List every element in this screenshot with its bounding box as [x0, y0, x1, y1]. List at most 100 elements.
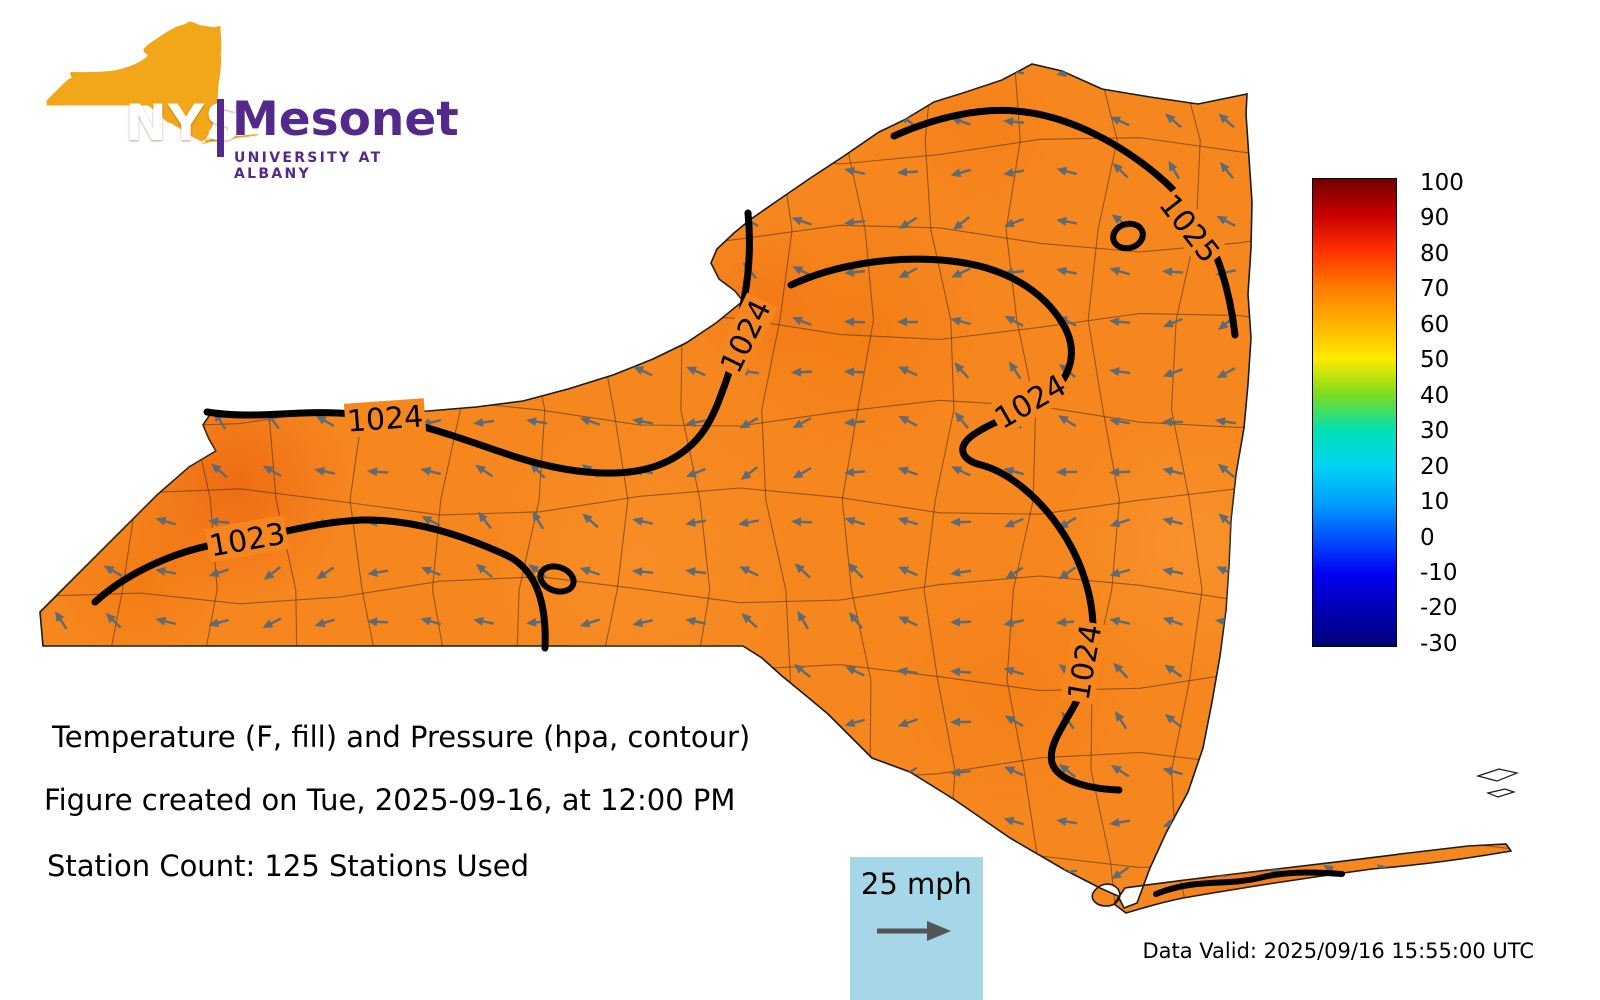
wind-arrow-icon — [208, 667, 230, 677]
wind-arrow-icon — [897, 167, 919, 177]
wind-arrow-icon — [420, 266, 441, 276]
wind-arrow-icon — [1480, 716, 1502, 726]
wind-arrow-icon — [314, 117, 336, 127]
wind-arrow-icon — [370, 763, 387, 779]
station-count-text: Station Count: 125 Stations Used — [47, 849, 530, 883]
wind-arrow-icon — [419, 914, 442, 932]
colorbar-tick: 70 — [1420, 276, 1450, 303]
logo-ny-state-icon — [46, 21, 259, 145]
wind-arrow-icon — [903, 64, 916, 80]
wind-arrow-icon — [951, 267, 971, 278]
wind-arrow-icon — [1480, 666, 1501, 676]
wind-arrow-icon — [897, 818, 919, 828]
wind-arrow-icon — [49, 418, 71, 428]
wind-arrow-icon — [314, 316, 335, 326]
wind-arrow-icon — [104, 766, 123, 780]
wind-arrow-icon — [315, 67, 335, 78]
wind-arrow-icon — [368, 266, 388, 277]
wind-arrow-icon — [1008, 361, 1022, 380]
wind-arrow-icon — [737, 965, 760, 981]
wind-arrow-icon — [1426, 915, 1449, 930]
wind-arrow-icon — [1321, 118, 1343, 128]
wind-arrow-icon — [420, 68, 442, 77]
wind-arrow-icon — [897, 667, 919, 676]
wind-arrow-icon — [685, 518, 707, 527]
wind-arrow-icon — [527, 666, 547, 679]
wind-arrow-icon — [791, 216, 812, 226]
wind-arrow-icon — [261, 167, 283, 177]
wind-arrow-icon — [1268, 268, 1290, 278]
wind-arrow-icon — [526, 66, 547, 76]
wind-arrow-icon — [847, 562, 864, 579]
wind-arrow-icon — [794, 563, 811, 579]
wind-arrow-icon — [1004, 715, 1024, 728]
wind-arrow-icon — [260, 964, 283, 978]
wind-arrow-icon — [1273, 511, 1287, 530]
wind-arrow-icon — [1427, 963, 1449, 983]
wind-arrow-icon — [846, 766, 864, 781]
contour-1025 — [890, 106, 1239, 339]
contour-closed-loop — [537, 563, 577, 595]
wind-arrow-icon — [102, 417, 124, 427]
colorbar — [1312, 178, 1397, 647]
wind-arrow-icon — [425, 211, 439, 230]
wind-arrow-icon — [1003, 816, 1025, 826]
wind-arrow-icon — [792, 116, 812, 127]
wind-arrow-icon — [1321, 67, 1343, 77]
wind-arrow-icon — [952, 216, 971, 231]
wind-arrow-icon — [631, 915, 653, 928]
wind-arrow-icon — [1056, 467, 1078, 477]
wind-arrow-icon — [897, 516, 919, 526]
wind-arrow-icon — [476, 163, 493, 179]
wind-arrow-icon — [1215, 717, 1237, 726]
wind-arrow-icon — [421, 516, 441, 527]
wind-arrow-icon — [526, 767, 548, 777]
wind-arrow-icon — [898, 566, 918, 577]
wind-arrow-icon — [1323, 666, 1342, 680]
wind-arrow-icon — [844, 166, 866, 176]
wind-arrow-icon — [209, 266, 229, 279]
wind-arrow-icon — [1003, 168, 1025, 177]
wind-arrow-icon — [159, 912, 170, 913]
wind-arrow-icon — [208, 517, 230, 527]
wind-arrow-icon — [632, 217, 654, 227]
wind-arrow-icon — [690, 261, 704, 280]
wind-arrow-icon — [211, 363, 228, 379]
contour-1024-east — [787, 255, 1123, 794]
wind-arrow-icon — [261, 316, 283, 326]
colorbar-tick: 50 — [1420, 347, 1450, 374]
wind-arrow-icon — [478, 511, 492, 530]
wind-arrow-icon — [579, 618, 600, 628]
wind-arrow-icon — [209, 217, 229, 229]
colorbar-tick: 80 — [1420, 240, 1450, 267]
wind-arrow-icon — [103, 959, 123, 981]
wind-arrow-icon — [1479, 915, 1502, 930]
wind-arrow-icon — [314, 618, 335, 628]
wind-arrow-icon — [1429, 116, 1448, 130]
wind-arrow-icon — [738, 767, 760, 777]
contour-closed-loop — [1110, 220, 1146, 252]
wind-arrow-icon — [685, 168, 706, 178]
wind-arrow-icon — [632, 68, 654, 77]
wind-arrow-icon — [845, 817, 865, 828]
wind-arrow-icon — [525, 964, 548, 979]
wind-arrow-icon — [844, 267, 866, 277]
wind-arrow-icon — [208, 767, 230, 777]
logo-mesonet-text: Mesonet — [232, 92, 459, 147]
wind-arrow-icon — [738, 117, 760, 127]
wind-arrow-icon — [1427, 716, 1448, 726]
wind-arrow-icon — [155, 818, 176, 828]
wind-arrow-icon — [367, 914, 389, 934]
wind-arrow-icon — [1268, 816, 1290, 826]
wind-arrow-icon — [685, 216, 706, 226]
wind-arrow-icon — [1268, 566, 1289, 576]
wind-arrow-icon — [156, 217, 176, 228]
wind-arrow-icon — [1273, 461, 1287, 480]
wind-arrow-icon — [951, 466, 971, 477]
wind-arrow-icon — [687, 116, 706, 130]
wind-arrow-icon — [1431, 812, 1447, 829]
wind-arrow-icon — [690, 311, 704, 330]
wind-arrow-icon — [208, 167, 230, 177]
wind-arrow-icon — [686, 865, 706, 878]
wind-arrow-icon — [1324, 812, 1341, 829]
